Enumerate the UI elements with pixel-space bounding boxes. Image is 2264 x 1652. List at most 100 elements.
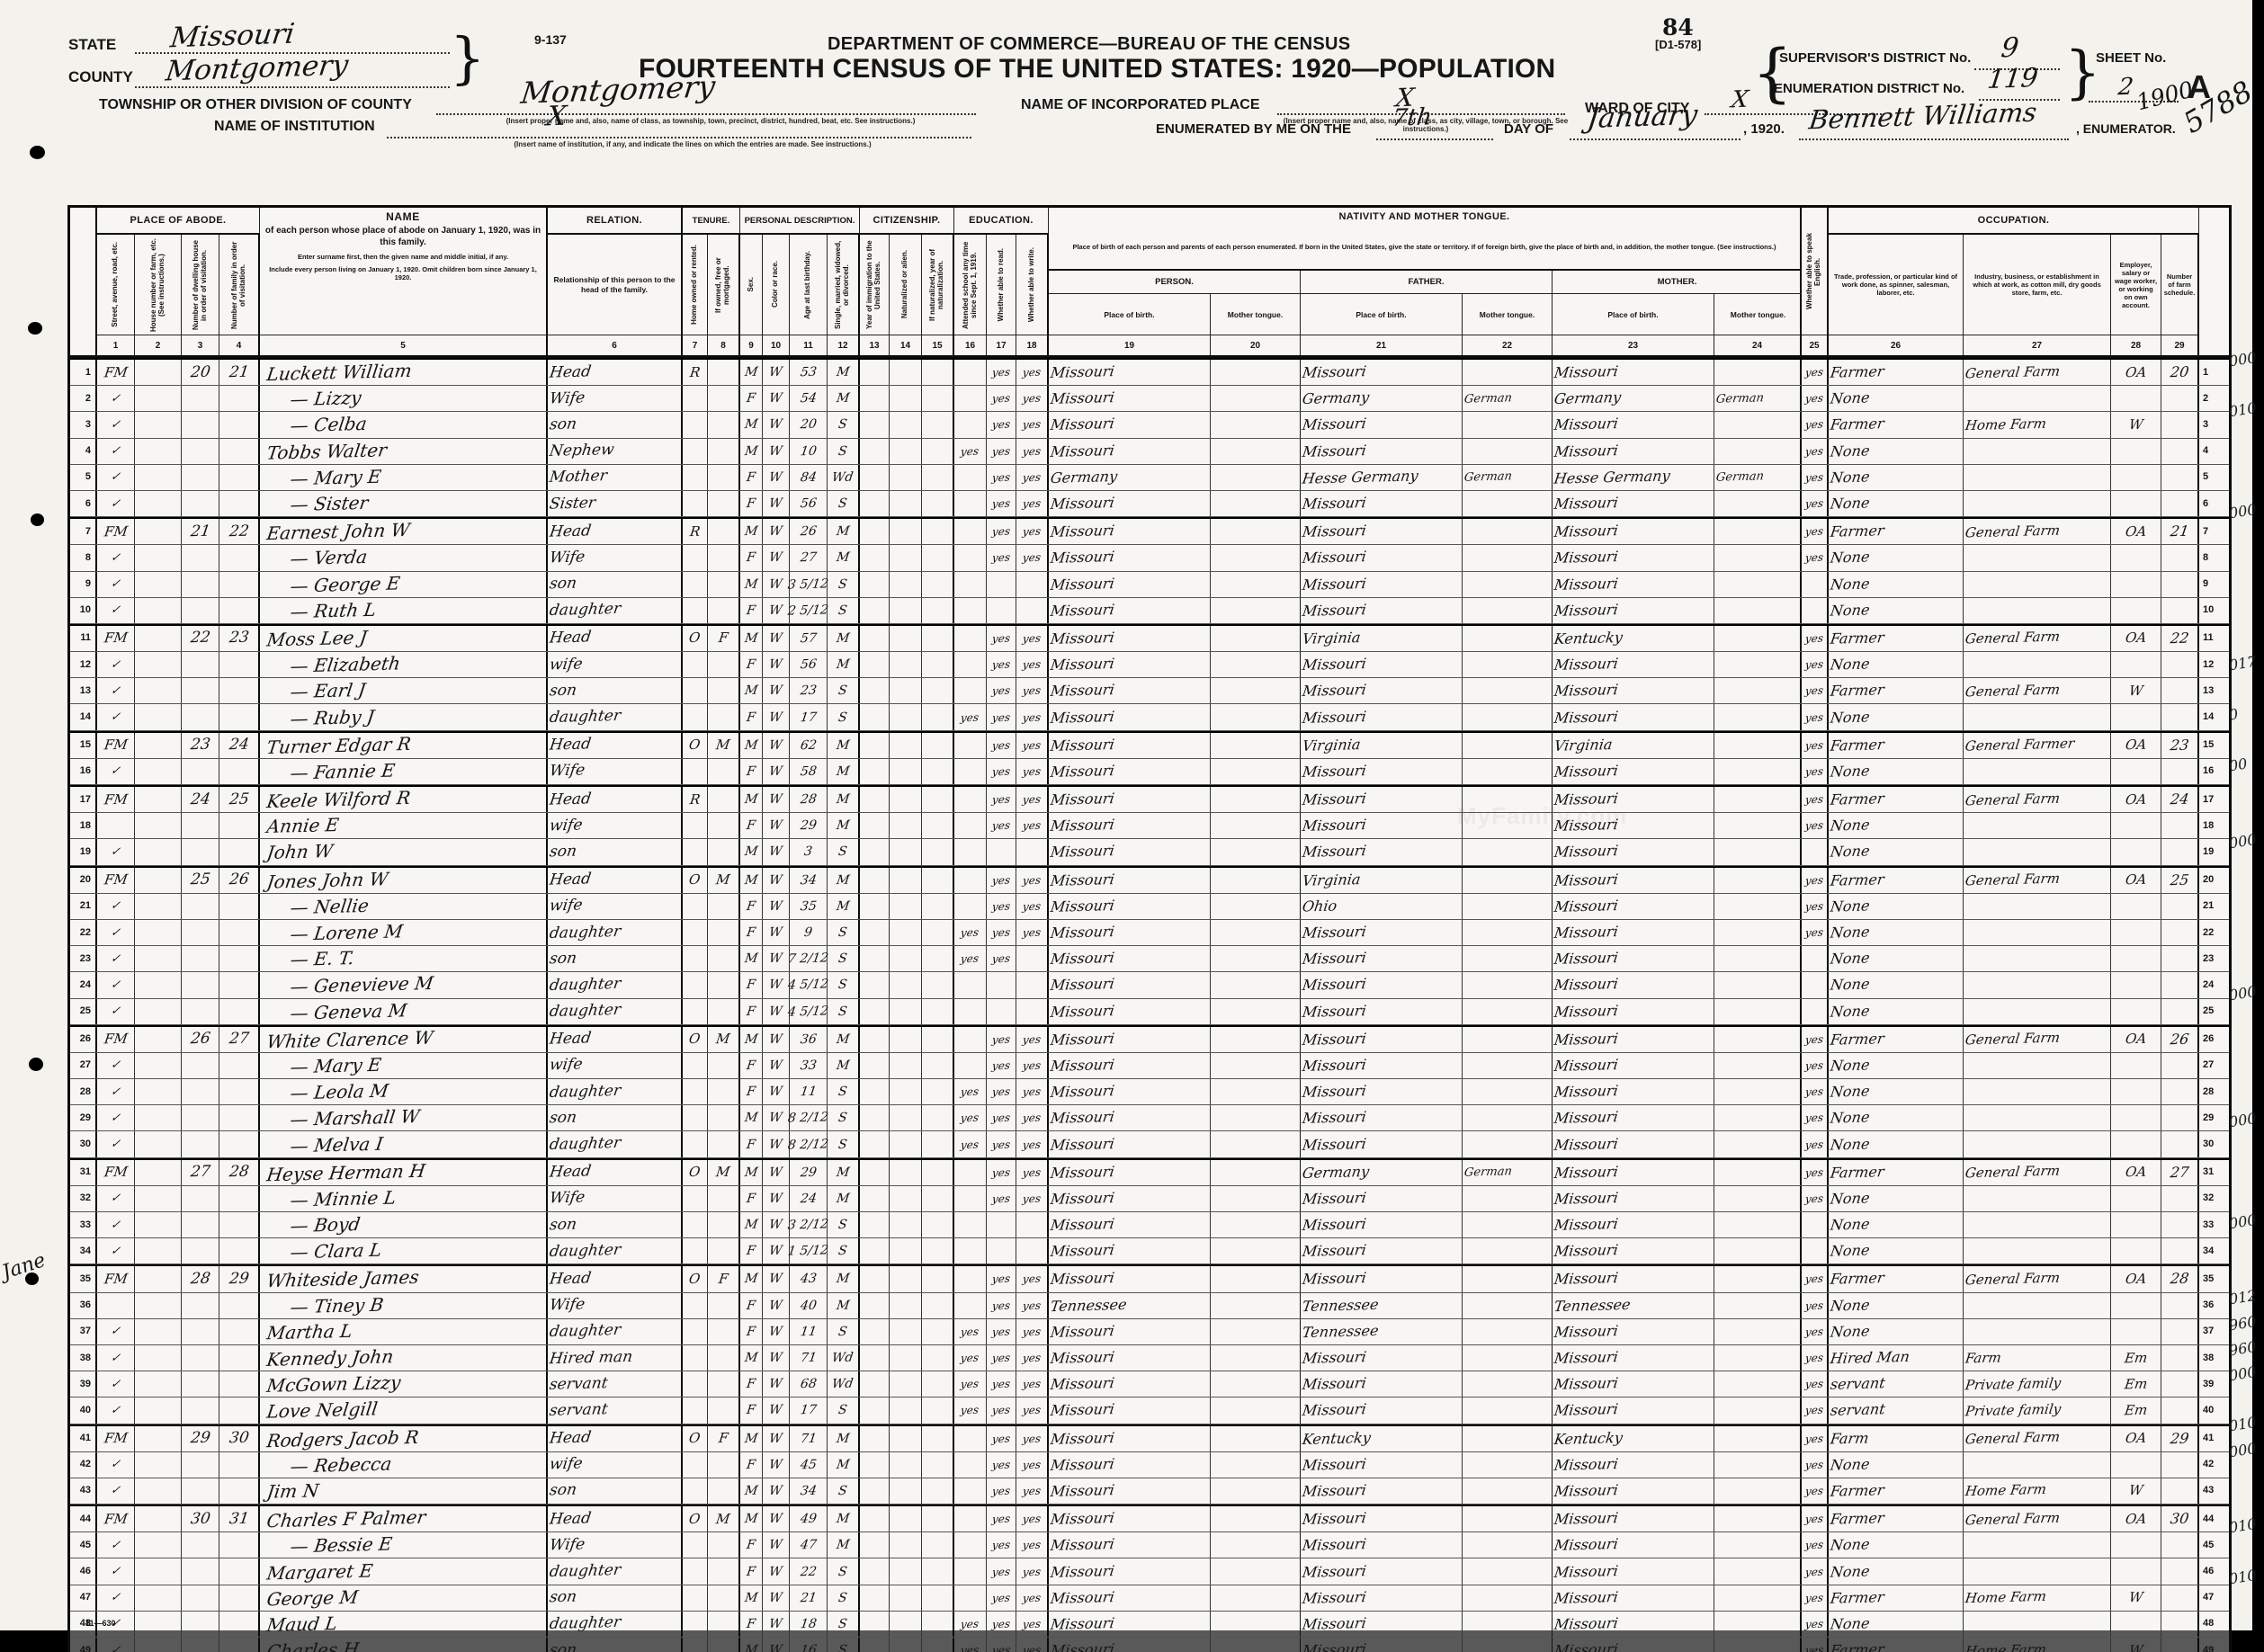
cell-col-26: None	[1829, 571, 1964, 597]
table-row: 39 ✓ McGown Lizzy servant F W 68 Wd yes yes yes Mis…	[70, 1371, 2229, 1398]
cell-col-28	[2111, 1079, 2161, 1105]
cell-col-23: Missouri	[1553, 919, 1714, 946]
cell-col-7	[683, 652, 708, 678]
cell-col-3	[182, 946, 219, 972]
cell-col-9: F	[740, 1185, 763, 1211]
line-number-right: 16	[2203, 765, 2215, 777]
cell-col-25: yes	[1802, 625, 1829, 652]
col-number-10: 10	[763, 335, 790, 355]
col-number-22: 22	[1463, 335, 1553, 355]
cell-col-17: yes	[987, 412, 1016, 438]
cell-col-18: yes	[1016, 1266, 1049, 1292]
cell-col-4	[219, 1212, 260, 1238]
cell-col-17: yes	[987, 1638, 1016, 1652]
line-number: 15	[70, 732, 97, 758]
cell-col-10: W	[763, 1026, 790, 1052]
cell-col-7	[683, 571, 708, 597]
cell-col-16	[954, 1292, 987, 1318]
cell-col-21: Missouri	[1301, 1585, 1463, 1611]
cell-col-25	[1802, 839, 1829, 865]
cell-col-12: Wd	[828, 1344, 860, 1371]
cell-col-2	[135, 1398, 182, 1424]
line-number-right: 30	[2203, 1139, 2215, 1150]
cell-col-8	[708, 519, 740, 545]
cell-col-29	[2161, 893, 2199, 919]
cell-col-20	[1211, 946, 1301, 972]
cell-col-25: yes	[1802, 1506, 1829, 1532]
cell-col-13	[860, 867, 890, 893]
cell-col-3	[182, 1052, 219, 1079]
cell-col-28	[2111, 652, 2161, 678]
line-number: 34	[70, 1238, 97, 1264]
line-number-right: 2	[2203, 392, 2209, 404]
cell-col-3	[182, 464, 219, 490]
cell-col-4	[219, 1318, 260, 1344]
cell-col-21: Missouri	[1301, 1344, 1463, 1371]
cell-col-21: Missouri	[1301, 1212, 1463, 1238]
cell-col-17: yes	[987, 678, 1016, 704]
cell-col-5: — Ruth L	[260, 597, 548, 623]
cell-col-29	[2161, 571, 2199, 597]
col-marital-desc: Single, married, widowed, or divorced.	[828, 235, 860, 335]
cell-col-16	[954, 652, 987, 678]
cell-col-26: Farmer	[1829, 360, 1964, 386]
cell-col-7	[683, 597, 708, 623]
line-number: 42	[70, 1451, 97, 1478]
cell-col-29	[2161, 1451, 2199, 1478]
cell-col-27	[1964, 545, 2111, 571]
cell-col-15	[922, 597, 954, 623]
cell-col-10: W	[763, 1079, 790, 1105]
cell-col-4	[219, 1611, 260, 1637]
cell-col-18: yes	[1016, 1558, 1049, 1585]
cell-col-1: ✓	[97, 545, 135, 571]
cell-col-10: W	[763, 946, 790, 972]
cell-col-18: yes	[1016, 867, 1049, 893]
line-number: 38	[70, 1344, 97, 1371]
punch-hole	[28, 322, 42, 335]
cell-col-3	[182, 652, 219, 678]
cell-col-10: W	[763, 758, 790, 784]
cell-col-27	[1964, 1105, 2111, 1131]
cell-col-15	[922, 1105, 954, 1131]
cell-col-29	[2161, 1558, 2199, 1585]
cell-col-11: 9	[790, 919, 828, 946]
cell-col-28: W	[2111, 412, 2161, 438]
cell-col-8	[708, 1371, 740, 1398]
cell-col-14	[890, 652, 922, 678]
cell-col-28: Em	[2111, 1344, 2161, 1371]
cell-col-7: O	[683, 1506, 708, 1532]
cell-col-27	[1964, 813, 2111, 839]
cell-col-28	[2111, 1212, 2161, 1238]
cell-col-14	[890, 464, 922, 490]
line-number-right: 1	[2203, 366, 2209, 378]
cell-col-20	[1211, 998, 1301, 1024]
col-natyear-desc: If naturalized, year of naturalization.	[922, 235, 954, 335]
cell-col-26: Farm	[1829, 1425, 1964, 1451]
cell-col-27	[1964, 893, 2111, 919]
cell-col-6: Head	[548, 1159, 683, 1185]
cell-col-10: W	[763, 867, 790, 893]
cell-col-4	[219, 412, 260, 438]
cell-col-13	[860, 813, 890, 839]
group-nativity: NATIVITY AND MOTHER TONGUE. Place of bir…	[1049, 208, 1802, 335]
cell-col-26: servant	[1829, 1398, 1964, 1424]
cell-col-17	[987, 1212, 1016, 1238]
line-number-right: 3	[2203, 418, 2209, 430]
line-number: 29	[70, 1105, 97, 1131]
cell-col-25: yes	[1802, 1159, 1829, 1185]
cell-col-7	[683, 1585, 708, 1611]
line-number: 3	[70, 412, 97, 438]
cell-col-26: None	[1829, 1131, 1964, 1157]
cell-col-6: son	[548, 946, 683, 972]
cell-col-24	[1714, 946, 1802, 972]
cell-col-29	[2161, 1105, 2199, 1131]
cell-col-9: M	[740, 519, 763, 545]
cell-col-9: F	[740, 1318, 763, 1344]
col-number-18: 18	[1016, 335, 1049, 355]
cell-col-16	[954, 1026, 987, 1052]
cell-col-17: yes	[987, 625, 1016, 652]
cell-col-21: Missouri	[1301, 412, 1463, 438]
cell-col-10: W	[763, 1238, 790, 1264]
